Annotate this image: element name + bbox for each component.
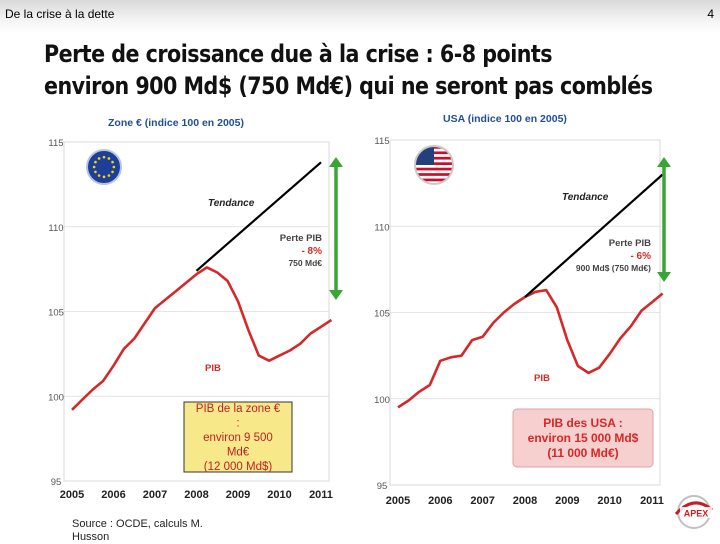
x-tick-label: 2006 [428,495,452,507]
chart-title: USA (indice 100 en 2005) [443,113,567,125]
y-tick-label: 100 [374,395,390,406]
info-box-line: (12 000 Md$) [204,461,273,473]
y-tick-label: 115 [374,136,389,147]
y-tick-label: 100 [48,392,64,403]
perte-pct: - 6% [630,251,651,262]
tendance-label: Tendance [562,192,609,203]
headline-line-2: environ 900 Md$ (750 Md€) qui ne seront … [44,72,653,100]
section-title: De la crise à la dette [5,7,115,21]
info-box-line: environ 15 000 Md$ [528,431,639,445]
y-tick-label: 105 [48,308,64,319]
y-tick-label: 95 [377,481,388,492]
info-box-line: Md€ [227,447,250,459]
info-box-line: environ 9 500 [203,432,273,444]
perte-pct: - 8% [301,246,322,257]
source-note: Source : OCDE, calculs M. Husson [72,518,232,544]
y-tick-label: 110 [48,223,63,234]
pib-label: PIB [534,373,550,384]
y-tick-label: 95 [51,477,62,488]
flag-stripe [415,173,453,176]
loss-arrow-head-top [657,157,671,167]
x-tick-label: 2005 [60,489,84,501]
flag-star [102,175,106,179]
headline-line-1: Perte de croissance due à la crise : 6-8… [44,40,553,68]
us-flag-icon [414,145,454,185]
x-tick-label: 2008 [513,495,537,507]
trend-line [524,173,664,298]
x-tick-label: 2005 [386,495,410,507]
x-tick-label: 2007 [470,495,494,507]
x-tick-label: 2007 [143,489,167,501]
x-tick-label: 2008 [184,489,208,501]
x-tick-label: 2006 [101,489,125,501]
y-tick-label: 110 [374,222,389,233]
flag-star [92,165,96,169]
flag-star [97,157,101,160]
perte-amount: 900 Md$ (750 Md€) [576,263,651,273]
info-box-line: (11 000 Md€) [547,446,618,460]
pib-label: PIB [205,363,221,374]
flag-star [102,155,106,159]
flag-stripe [415,178,453,182]
y-tick-label: 115 [48,138,63,149]
perte-amount: 750 Md€ [288,258,322,268]
source-line-1: Source : OCDE, calculs M. [72,518,203,530]
info-box-line: : [236,418,239,430]
flag-star [94,170,97,174]
perte-title: Perte PIB [280,233,322,244]
x-tick-label: 2009 [555,495,579,507]
x-tick-label: 2009 [226,489,250,501]
flag-star [111,170,114,174]
flag-star [94,160,97,164]
tendance-label: Tendance [208,198,255,209]
pib-line [71,266,333,411]
flag-disc [86,149,122,185]
x-tick-label: 2010 [267,489,291,501]
y-tick-label: 105 [374,309,390,320]
loss-arrow-head-bottom [657,272,671,282]
eu-flag-icon [86,149,122,185]
page-number: 4 [707,7,714,21]
loss-arrow-head-bottom [329,290,343,300]
top-bar: De la crise à la dette 4 [0,0,720,34]
info-box-line: PIB de la zone € [196,403,281,415]
flag-star [112,165,116,169]
flag-star [107,157,111,160]
flag-star [97,174,101,177]
x-tick-label: 2011 [640,495,664,507]
chart-title: Zone € (indice 100 en 2005) [108,117,244,129]
perte-title: Perte PIB [609,238,651,249]
flag-stripe [415,167,453,171]
source-line-2: Husson [72,531,110,543]
apex-logo: APEX [668,492,716,532]
flag-rim [414,145,454,185]
pib-line [397,288,664,409]
flag-body [415,146,453,182]
x-tick-label: 2010 [597,495,621,507]
loss-arrow-head-top [329,157,343,167]
info-box [183,401,293,473]
info-box [512,408,654,468]
logo-text: APEX [684,509,709,519]
slide-headline: Perte de croissance due à la crise : 6-8… [44,38,653,102]
flag-star [107,174,111,177]
info-box-line: PIB des USA : [543,416,623,430]
trend-line [195,161,322,272]
x-tick-label: 2011 [309,489,333,501]
flag-star [111,160,114,164]
